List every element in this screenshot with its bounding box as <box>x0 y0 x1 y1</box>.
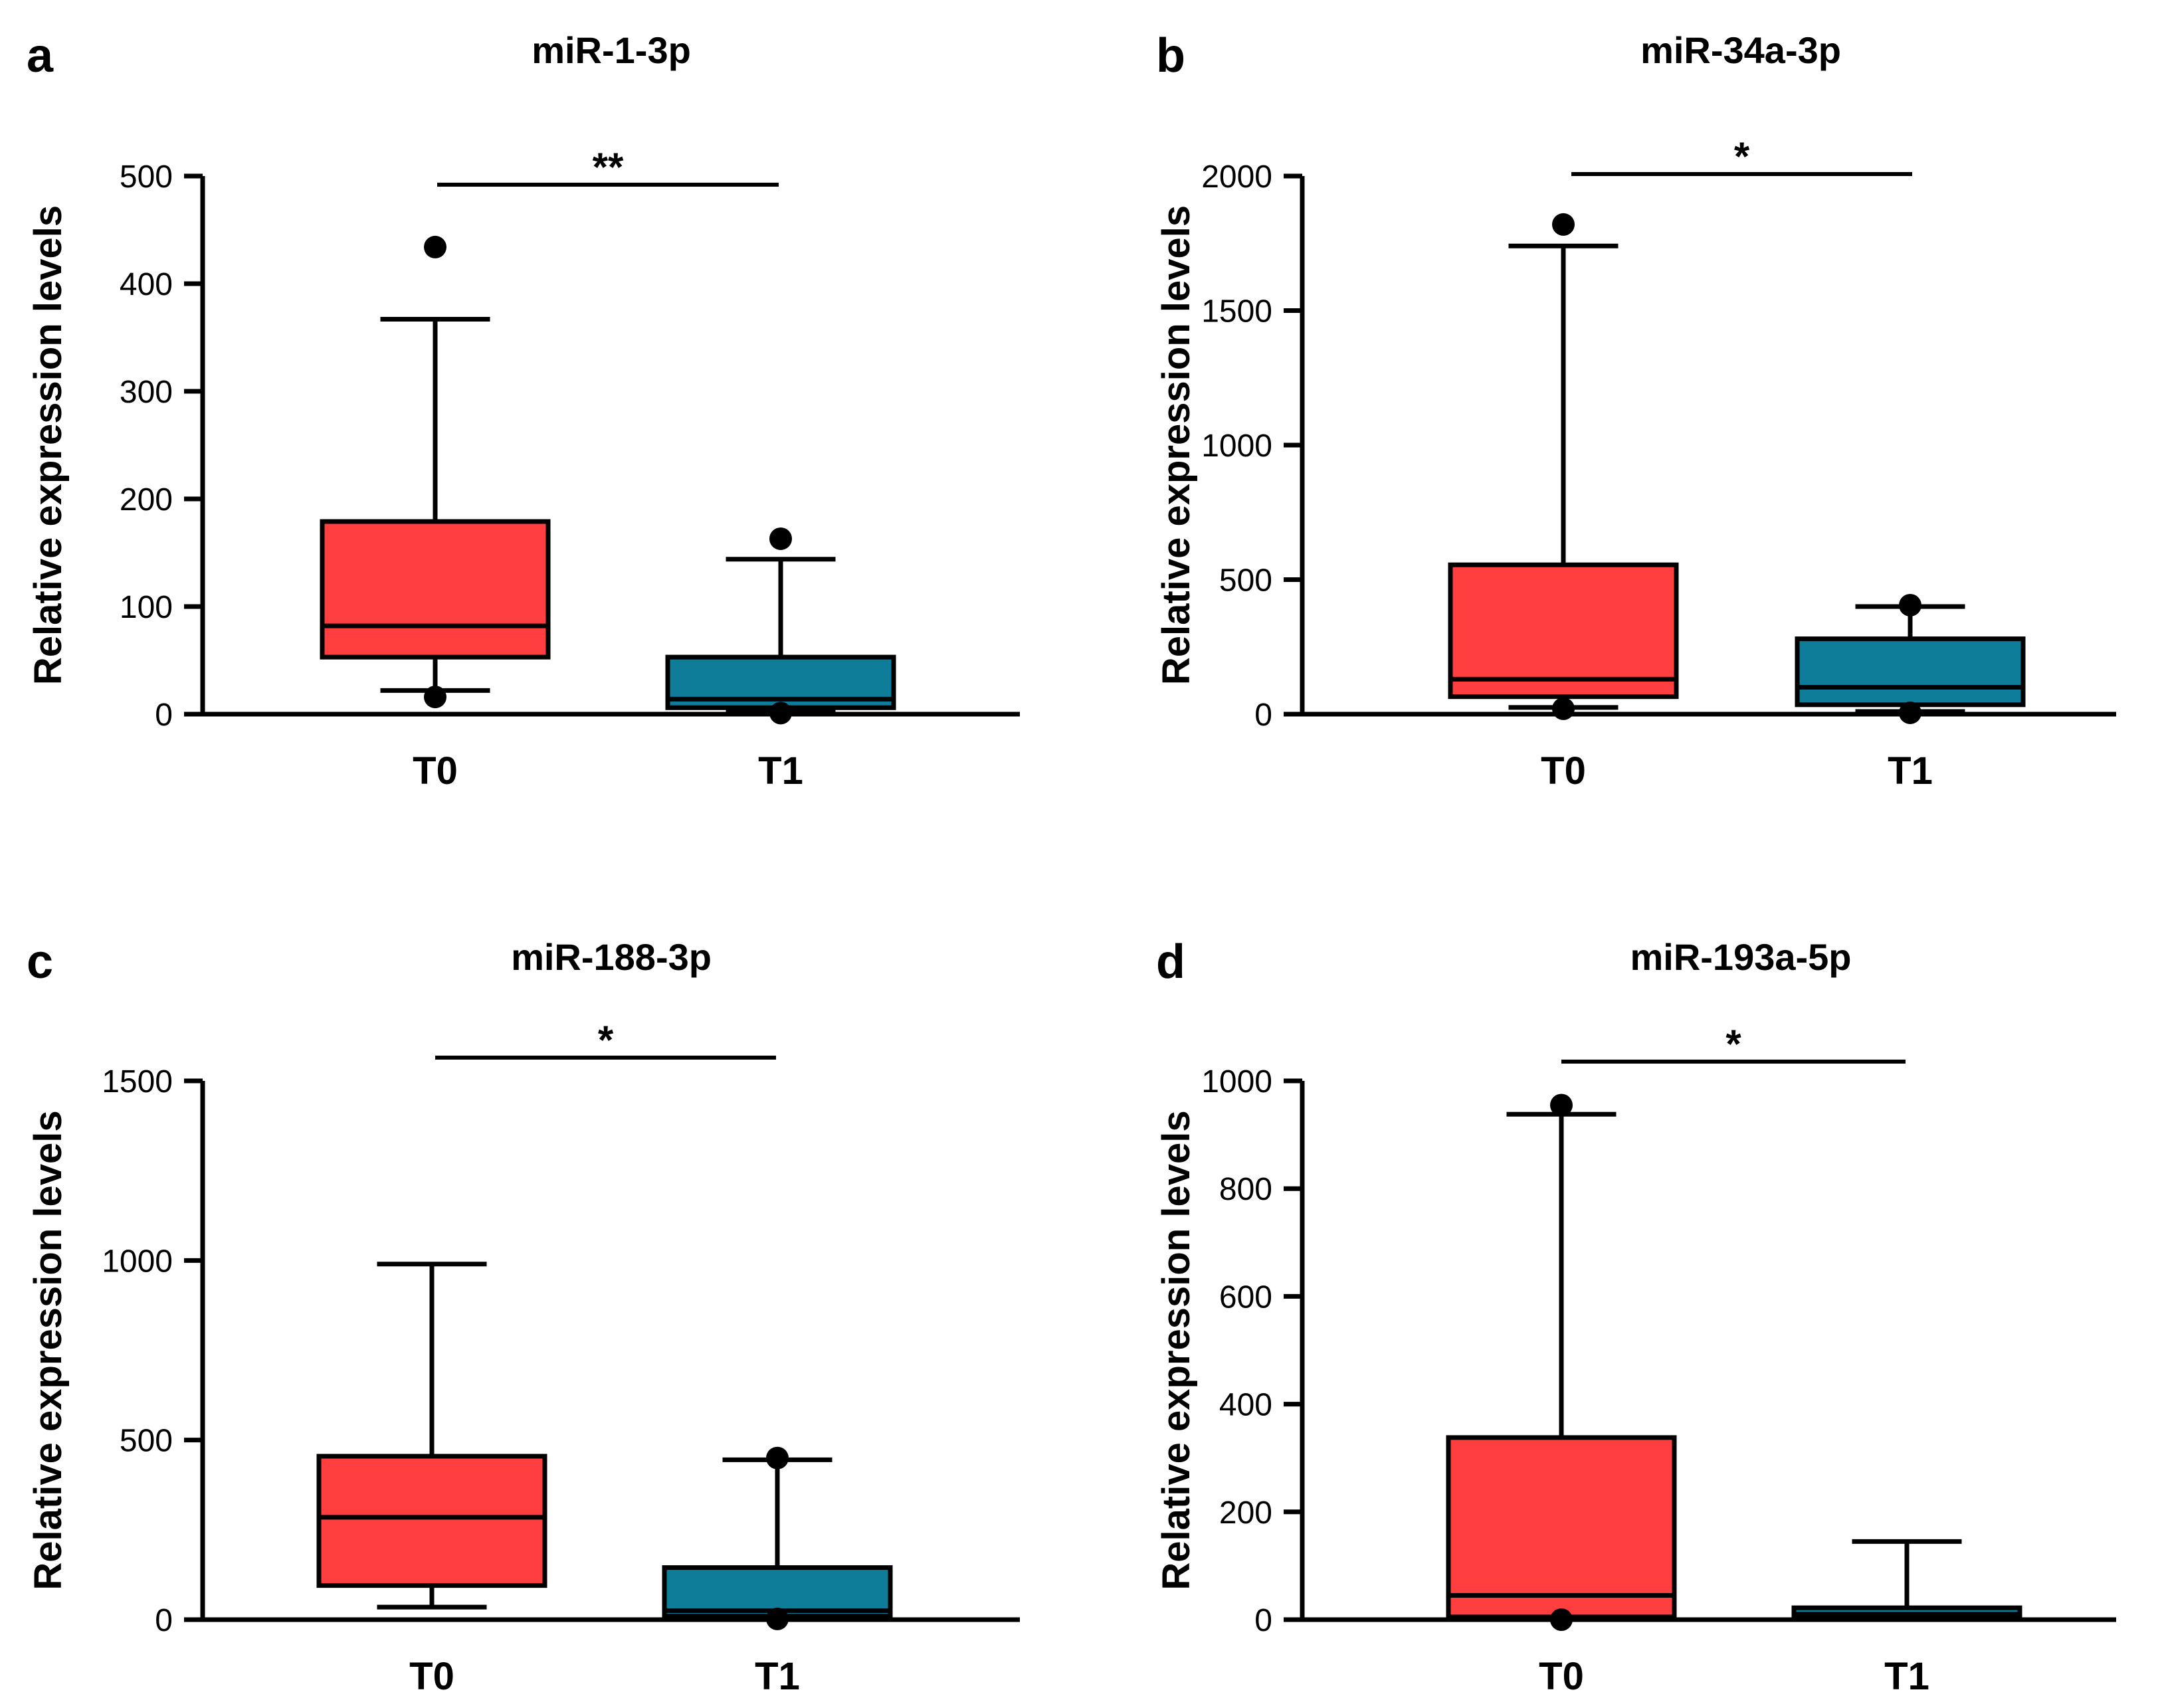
panel-c: c miR-188-3p Relative expression levels 0 50… <box>27 935 1020 1698</box>
panel-a: a miR-1-3p Relative expression levels 0 100 2… <box>27 29 1020 793</box>
y-tick-label: 0 <box>155 1603 173 1638</box>
y-tick-label: 1500 <box>1201 294 1272 330</box>
chart-title: miR-193a-5p <box>1630 936 1851 978</box>
y-tick-label: 0 <box>1254 1603 1272 1638</box>
significance-label: ** <box>593 145 624 189</box>
y-tick-label: 1000 <box>1201 428 1272 464</box>
y-tick-label: 500 <box>120 1424 173 1459</box>
outlier-point <box>766 1607 789 1630</box>
y-tick-label: 600 <box>1219 1280 1272 1315</box>
x-tick-label: T0 <box>413 749 458 793</box>
x-tick-label: T1 <box>755 1655 800 1698</box>
box-T1 <box>1795 593 2026 724</box>
outlier-point <box>424 235 446 258</box>
box-iqr <box>316 1454 547 1588</box>
outlier-point <box>1899 701 1921 724</box>
box-T0 <box>1448 213 1679 720</box>
outlier-point <box>1552 213 1575 236</box>
box-T0 <box>1446 1093 1677 1631</box>
y-axis-label: Relative expression levels <box>1155 1110 1198 1590</box>
y-tick-label: 1000 <box>102 1244 173 1279</box>
outlier-point <box>1550 1093 1573 1117</box>
x-tick-label: T0 <box>1541 749 1586 793</box>
box-iqr <box>320 519 551 660</box>
x-tick-label: T1 <box>1888 749 1933 793</box>
box-iqr <box>1795 636 2026 708</box>
y-axis-label: Relative expression levels <box>27 1110 70 1590</box>
y-tick-label: 500 <box>120 159 173 195</box>
box-T1 <box>665 527 896 725</box>
chart-title: miR-34a-3p <box>1640 29 1841 71</box>
outlier-point <box>769 702 792 725</box>
box-iqr <box>1448 562 1679 700</box>
y-tick-label: 0 <box>155 698 173 733</box>
y-tick-label: 0 <box>1254 698 1272 733</box>
panel-letter: c <box>27 935 53 989</box>
panel-letter: d <box>1156 935 1185 989</box>
y-tick-label: 200 <box>120 482 173 518</box>
y-axis-label: Relative expression levels <box>27 205 70 685</box>
y-tick-label: 1500 <box>102 1064 173 1099</box>
y-tick-label: 400 <box>1219 1388 1272 1423</box>
x-tick-label: T0 <box>1539 1655 1584 1698</box>
significance-label: * <box>1734 134 1750 179</box>
box-T0 <box>320 235 551 709</box>
panel-d: d miR-193a-5p Relative expression levels 0 2… <box>1155 935 2116 1698</box>
y-tick-label: 400 <box>120 267 173 302</box>
outlier-point <box>1552 697 1575 720</box>
panel-b: b miR-34a-3p Relative expression levels 0 50… <box>1155 29 2116 793</box>
y-tick-label: 800 <box>1219 1172 1272 1207</box>
y-tick-label: 100 <box>120 590 173 625</box>
outlier-point <box>1550 1608 1573 1631</box>
y-tick-label: 500 <box>1219 563 1272 599</box>
y-tick-label: 300 <box>120 375 173 410</box>
y-axis-label: Relative expression levels <box>1155 205 1198 685</box>
y-tick-label: 200 <box>1219 1495 1272 1531</box>
x-tick-label: T0 <box>409 1655 454 1698</box>
outlier-point <box>766 1446 789 1470</box>
x-tick-label: T1 <box>758 749 803 793</box>
significance-label: * <box>598 1018 614 1062</box>
significance-label: * <box>1725 1022 1741 1066</box>
outlier-point <box>1899 593 1921 617</box>
outlier-point <box>769 527 792 550</box>
y-tick-label: 2000 <box>1201 159 1272 195</box>
panel-letter: a <box>27 29 54 82</box>
box-iqr <box>1446 1435 1677 1620</box>
box-T0 <box>316 1262 547 1610</box>
box-T1 <box>1791 1539 2022 1622</box>
outlier-point <box>424 686 446 709</box>
chart-title: miR-1-3p <box>532 29 691 71</box>
chart-title: miR-188-3p <box>511 936 712 978</box>
panel-letter: b <box>1156 29 1185 82</box>
box-T1 <box>662 1446 893 1630</box>
y-tick-label: 1000 <box>1201 1064 1272 1099</box>
x-tick-label: T1 <box>1884 1655 1929 1698</box>
